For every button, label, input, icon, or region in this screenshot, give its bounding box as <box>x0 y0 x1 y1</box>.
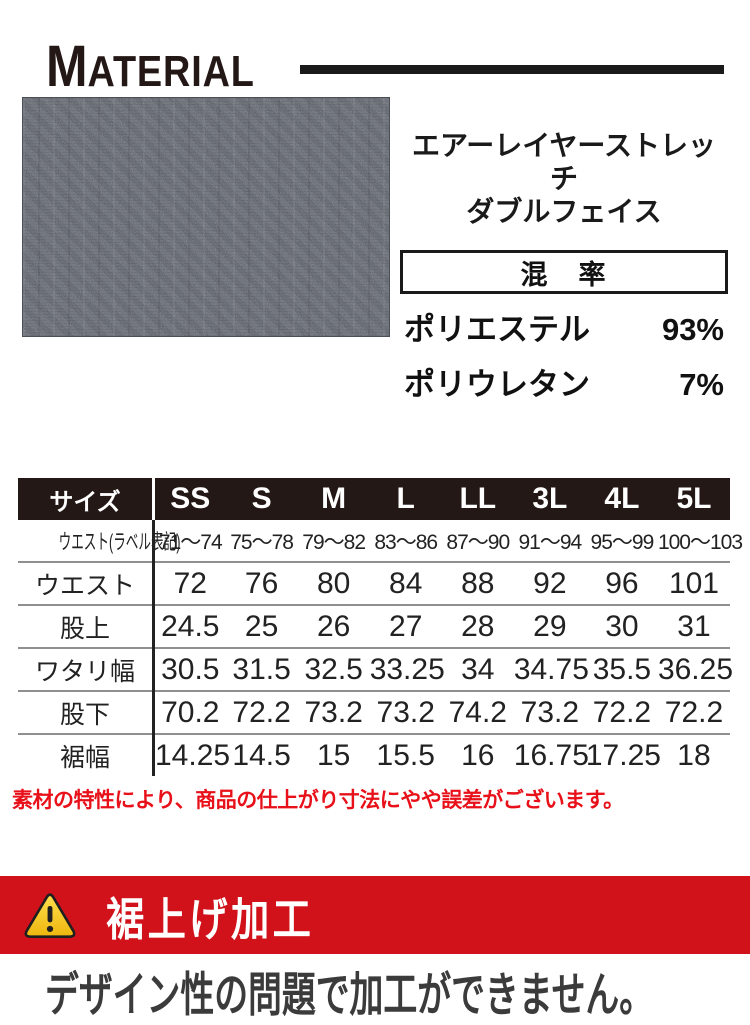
composition-percent: 7% <box>679 367 724 403</box>
size-spec-cell: 15.5 <box>376 738 435 772</box>
size-spec-cell: 72.2 <box>585 691 658 735</box>
warning-triangle-icon <box>24 892 76 938</box>
composition-name: ポリエステル <box>404 312 590 348</box>
material-section: エアーレイヤーストレッチ ダブルフェイス 混 率 ポリエステル 93% ポリウレ… <box>22 97 728 404</box>
size-spec-cell: 35.5 <box>585 648 658 692</box>
size-spec-cell: 100〜103 <box>657 520 743 563</box>
size-row-label: ウエスト <box>18 562 155 606</box>
size-column-header: SS <box>153 478 226 520</box>
fabric-weave-pattern <box>23 98 389 336</box>
size-column-header: M <box>297 478 370 520</box>
size-table-body: ウエスト(ラベル表記) 71〜74 75〜78 79〜82 83〜86 87〜90 91〜9… <box>18 520 743 776</box>
size-spec-cell: 16.75 <box>513 738 589 772</box>
size-spec-cell: 33.25 <box>369 648 445 692</box>
size-column-header: 5L <box>657 478 730 520</box>
size-table-head-row: サイズ SS S M L LL 3L 4L 5L <box>18 478 730 520</box>
size-spec-cell: 80 <box>297 562 370 606</box>
size-spec-cell: 76 <box>225 562 298 606</box>
size-table-row: ウエスト(ラベル表記) 71〜74 75〜78 79〜82 83〜86 87〜90 91〜9… <box>18 520 743 563</box>
size-table-row: 裾幅 14.25 14.5 15 15.5 16 16.75 17.25 18 <box>18 734 730 776</box>
size-spec-cell: 17.25 <box>585 738 661 772</box>
size-spec-cell: 31 <box>657 605 730 649</box>
composition-row: ポリウレタン 7% <box>400 359 728 404</box>
size-spec-cell: 72.2 <box>225 691 298 735</box>
size-spec-cell: 16 <box>461 738 495 772</box>
size-table-row: ワタリ幅 30.5 31.5 32.5 33.25 34 34.75 35.5 36.25 <box>18 648 733 692</box>
size-table-row: ウエスト 72 76 80 84 88 92 96 101 <box>18 562 730 606</box>
size-column-header: LL <box>441 478 514 520</box>
size-spec-cell: 71〜74 <box>153 520 226 563</box>
size-tolerance-notice: 素材の特性により、商品の仕上がり寸法にやや誤差がございます。 <box>12 789 624 812</box>
size-spec-cell: 26 <box>297 605 370 649</box>
size-spec-cell: 79〜82 <box>297 520 370 563</box>
size-spec-cell: 30.5 <box>153 648 226 692</box>
fabric-swatch-image <box>22 97 390 337</box>
size-spec-cell: 36.25 <box>657 648 733 692</box>
material-title-initial: M <box>46 34 88 99</box>
fabric-texture <box>23 98 389 336</box>
size-table-row: 股下 70.2 72.2 73.2 73.2 74.2 73.2 72.2 72.2 <box>18 691 730 735</box>
size-row-label: ワタリ幅 <box>18 648 155 692</box>
size-spec-cell: 32.5 <box>297 648 370 692</box>
size-spec-cell: 95〜99 <box>585 520 658 563</box>
size-spec-cell: 31.5 <box>225 648 298 692</box>
size-spec-cell: 88 <box>441 562 514 606</box>
composition-name: ポリウレタン <box>404 367 590 403</box>
size-column-header: 4L <box>585 478 658 520</box>
size-spec-cell: 30 <box>585 605 658 649</box>
size-spec-cell: 29 <box>513 605 586 649</box>
size-table-corner-label: サイズ <box>18 478 155 520</box>
size-spec-cell: 28 <box>441 605 514 649</box>
hem-processing-banner: 裾上げ加工 <box>0 876 750 954</box>
size-spec-cell: 72.2 <box>657 691 730 735</box>
size-table-row: 股上 24.5 25 26 27 28 29 30 31 <box>18 605 730 649</box>
size-row-label: 股下 <box>18 691 155 735</box>
size-spec-cell: 15 <box>316 738 351 772</box>
size-spec-cell: 101 <box>657 562 730 606</box>
composition-row: ポリエステル 93% <box>400 304 728 349</box>
header-rule-line <box>300 65 724 74</box>
size-spec-cell: 72 <box>153 562 226 606</box>
size-spec-cell: 14.5 <box>232 738 291 772</box>
size-spec-cell: 70.2 <box>153 691 226 735</box>
composition-percent: 93% <box>661 312 724 348</box>
size-spec-cell: 27 <box>369 605 442 649</box>
size-spec-cell: 34.75 <box>513 648 589 692</box>
size-spec-cell: 25 <box>225 605 298 649</box>
size-spec-cell: 96 <box>585 562 658 606</box>
size-spec-cell: 73.2 <box>297 691 370 735</box>
size-spec-cell: 92 <box>513 562 586 606</box>
size-spec-table: サイズ SS S M L LL 3L 4L 5L ウエスト(ラベル表記) 71〜74 75〜78 79… <box>18 478 743 776</box>
size-spec-cell: 24.5 <box>153 605 226 649</box>
size-column-header: 3L <box>513 478 586 520</box>
size-column-header: S <box>225 478 298 520</box>
mix-ratio-title: 混 率 <box>520 259 608 290</box>
size-spec-cell: 14.25 <box>155 738 231 772</box>
size-spec-cell: 18 <box>677 738 711 772</box>
material-section-header: MATERIAL <box>46 38 724 97</box>
size-spec-cell: 75〜78 <box>225 520 298 563</box>
mix-ratio-title-box: 混 率 <box>400 250 728 295</box>
size-spec-cell: 87〜90 <box>441 520 514 563</box>
size-spec-cell: 74.2 <box>441 691 514 735</box>
size-spec-cell: 84 <box>369 562 442 606</box>
size-spec-cell: 34 <box>441 648 514 692</box>
size-spec-cell: 73.2 <box>513 691 586 735</box>
size-row-label: ウエスト(ラベル表記) <box>18 520 180 563</box>
hem-unavailable-message: デザイン性の問題で加工ができません。 <box>45 968 654 1021</box>
material-title: MATERIAL <box>46 38 290 97</box>
size-spec-cell: 83〜86 <box>369 520 442 563</box>
size-spec-cell: 91〜94 <box>513 520 586 563</box>
hem-banner-label: 裾上げ加工 <box>106 893 315 945</box>
material-info: エアーレイヤーストレッチ ダブルフェイス 混 率 ポリエステル 93% ポリウレ… <box>390 97 728 404</box>
material-title-rest: ATERIAL <box>87 47 255 96</box>
size-spec-cell: 73.2 <box>369 691 442 735</box>
size-row-label: 裾幅 <box>18 734 155 776</box>
fabric-name-line2: ダブルフェイス <box>466 196 662 228</box>
fabric-name-line1: エアーレイヤーストレッチ <box>411 130 717 195</box>
size-row-label: 股上 <box>18 605 155 649</box>
size-column-header: L <box>369 478 442 520</box>
